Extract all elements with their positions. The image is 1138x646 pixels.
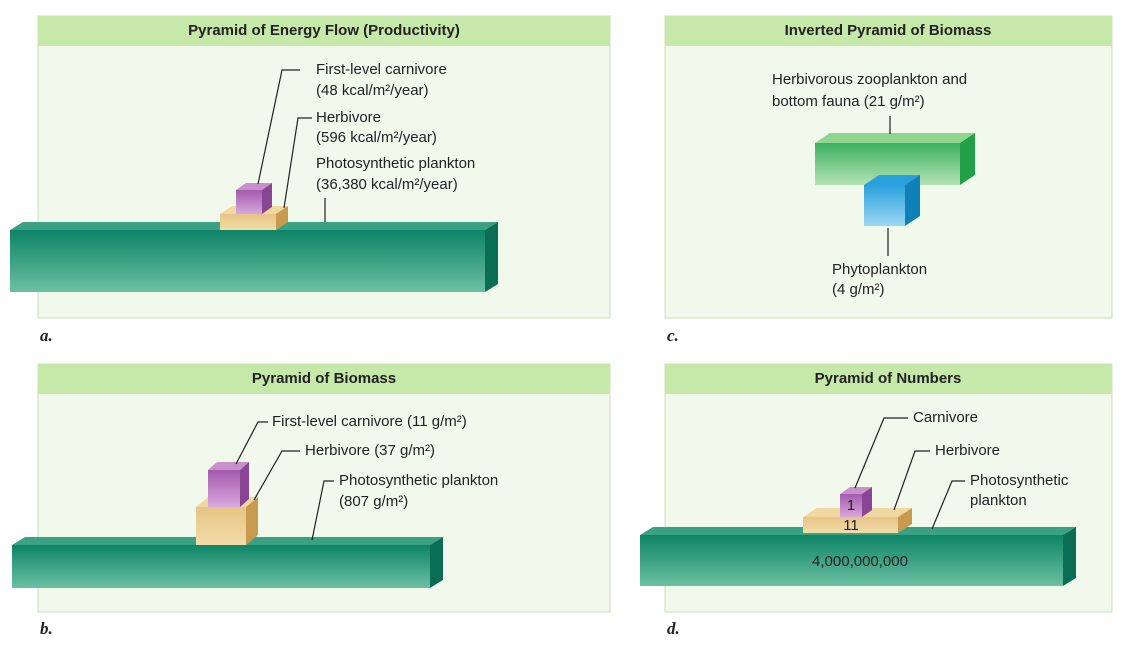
panel-letter: a. bbox=[40, 326, 53, 345]
count-label: 11 bbox=[843, 517, 859, 534]
box-front bbox=[220, 214, 276, 230]
panel-header bbox=[38, 16, 610, 46]
box-front bbox=[12, 545, 430, 588]
box-front bbox=[803, 517, 898, 533]
box-side bbox=[960, 133, 975, 185]
label: Herbivorous zooplankton and bbox=[772, 71, 967, 88]
leader bbox=[253, 450, 300, 501]
leader bbox=[283, 117, 312, 209]
count-label: 1 bbox=[847, 497, 855, 514]
label: Herbivore bbox=[316, 109, 381, 126]
box-side bbox=[1063, 527, 1076, 586]
box-front bbox=[640, 535, 1063, 586]
panel-title: Pyramid of Energy Flow (Productivity) bbox=[188, 22, 460, 39]
leader bbox=[931, 480, 965, 530]
label: Herbivore (37 g/m²) bbox=[305, 442, 435, 459]
leader bbox=[893, 450, 930, 511]
panel-title: Pyramid of Biomass bbox=[252, 370, 396, 387]
panel-title: Inverted Pyramid of Biomass bbox=[785, 22, 992, 39]
label: Phytoplankton bbox=[832, 261, 927, 278]
leaders bbox=[235, 69, 965, 541]
box-front bbox=[236, 190, 262, 214]
box-front bbox=[196, 507, 246, 545]
label: Photosynthetic plankton bbox=[339, 472, 498, 489]
label: Carnivore bbox=[913, 409, 978, 426]
panel-header bbox=[665, 364, 1112, 394]
panel-letter: c. bbox=[667, 326, 679, 345]
panel-letter: b. bbox=[40, 619, 53, 638]
box-side bbox=[898, 508, 912, 533]
label: (4 g/m²) bbox=[832, 281, 885, 298]
label: (48 kcal/m²/year) bbox=[316, 82, 429, 99]
label: bottom fauna (21 g/m²) bbox=[772, 93, 925, 110]
box-side bbox=[276, 206, 288, 230]
panel-title: Pyramid of Numbers bbox=[815, 370, 962, 387]
leader bbox=[235, 421, 268, 465]
box-front bbox=[10, 230, 485, 292]
label: (36,380 kcal/m²/year) bbox=[316, 176, 458, 193]
leader bbox=[311, 480, 334, 541]
box-top bbox=[815, 133, 975, 143]
box-top bbox=[208, 462, 249, 470]
box-front bbox=[208, 470, 240, 507]
box-front bbox=[864, 185, 905, 226]
label: plankton bbox=[970, 492, 1027, 509]
box-side bbox=[262, 183, 272, 214]
box-side bbox=[862, 487, 872, 517]
box-top bbox=[236, 183, 272, 190]
leader bbox=[854, 417, 908, 489]
box-top bbox=[864, 175, 920, 185]
box-front bbox=[840, 494, 862, 517]
box-top bbox=[840, 487, 872, 494]
box-side bbox=[246, 497, 258, 545]
label: First-level carnivore (11 g/m²) bbox=[272, 413, 467, 430]
box-side bbox=[485, 222, 498, 292]
count-label: 4,000,000,000 bbox=[812, 553, 908, 570]
box-side bbox=[240, 462, 249, 507]
panel-header bbox=[38, 364, 610, 394]
panel-letter: d. bbox=[667, 619, 680, 638]
label: Photosynthetic plankton bbox=[316, 155, 475, 172]
label: First-level carnivore bbox=[316, 61, 447, 78]
leader bbox=[257, 69, 300, 185]
label: Photosynthetic bbox=[970, 472, 1069, 489]
label: Herbivore bbox=[935, 442, 1000, 459]
box-side bbox=[905, 175, 920, 226]
panel-header bbox=[665, 16, 1112, 46]
box-side bbox=[430, 537, 443, 588]
label: (596 kcal/m²/year) bbox=[316, 129, 437, 146]
label: (807 g/m²) bbox=[339, 493, 408, 510]
boxes bbox=[10, 133, 1076, 588]
